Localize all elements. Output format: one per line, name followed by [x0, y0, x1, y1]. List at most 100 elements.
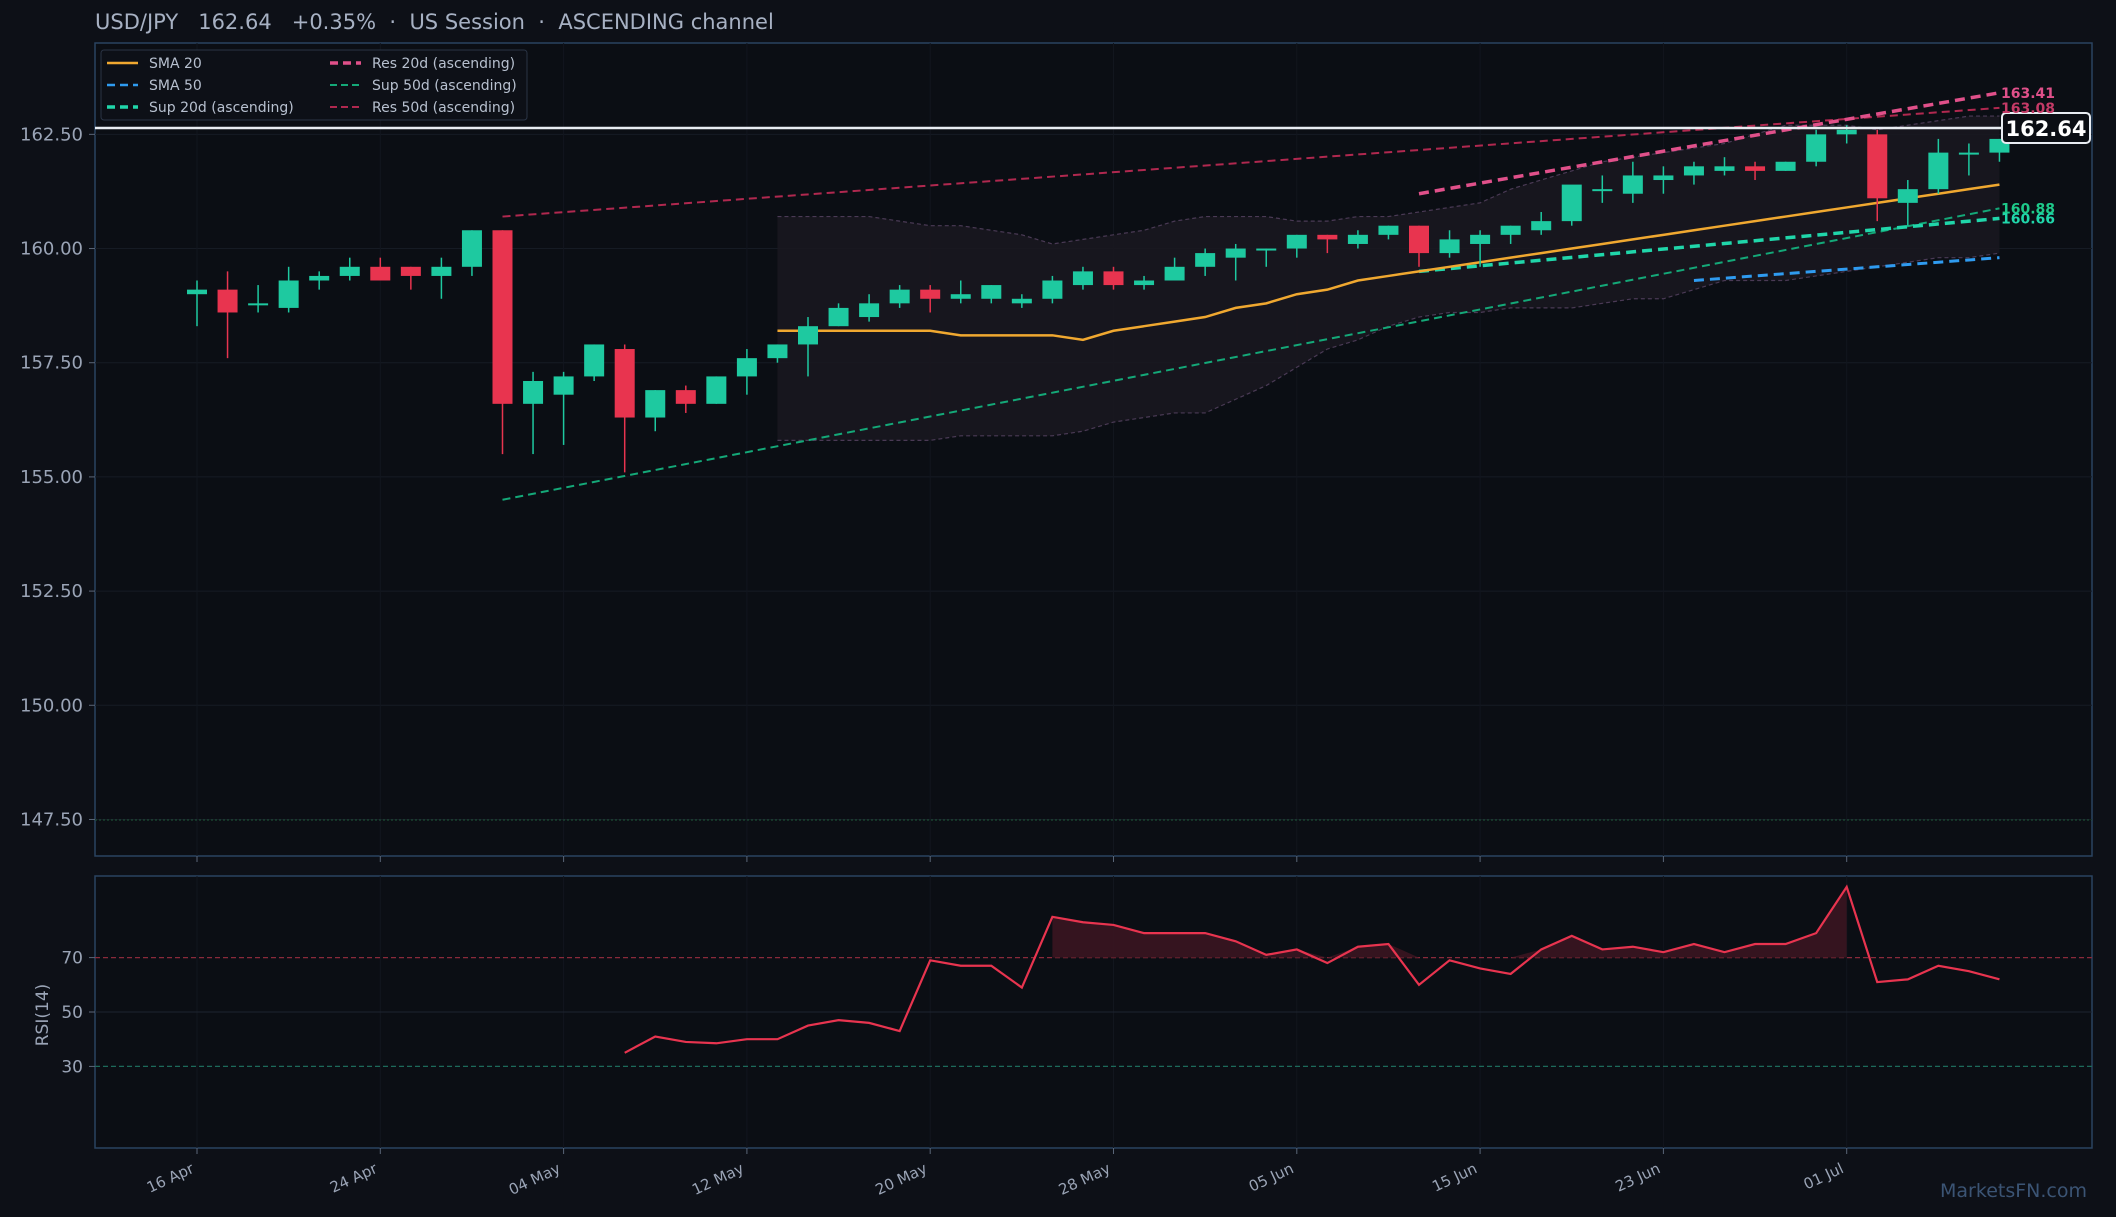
separator-2: ·	[538, 10, 545, 34]
watermark: MarketsFN.com	[1940, 1180, 2087, 1202]
candle-body	[614, 349, 635, 418]
candle-body	[1439, 239, 1460, 254]
y-tick-label: 160.00	[20, 239, 83, 260]
candle-body	[553, 376, 574, 395]
price-tag: 162.64	[2005, 117, 2086, 141]
x-tick-label: 23 Jun	[1613, 1159, 1663, 1195]
legend-entry: Res 50d (ascending)	[372, 100, 515, 116]
x-tick-label: 04 May	[506, 1159, 563, 1199]
bollinger-upper	[777, 115, 2000, 245]
legend-entry: Res 20d (ascending)	[372, 56, 515, 72]
res20-line	[1418, 91, 2000, 196]
candle-body	[217, 289, 238, 313]
candle-body	[400, 266, 421, 276]
bollinger-fill	[777, 116, 2000, 441]
legend-entry: SMA 20	[149, 56, 202, 72]
symbol-label: USD/JPY	[95, 10, 179, 34]
res50-line	[502, 106, 2000, 218]
sup50-end-label: 160.88	[2001, 201, 2055, 217]
candle-body	[309, 275, 330, 281]
candle-body	[1134, 280, 1155, 286]
legend: SMA 20 SMA 50 Sup 20d (ascending) Res 20d (…	[100, 49, 528, 121]
x-tick-label: 15 Jun	[1429, 1159, 1479, 1195]
candle-body	[1378, 225, 1399, 235]
price-label: 162.64	[198, 10, 272, 34]
rsi-panel: 16 Apr 24 Apr 04 May 12 May 20 May 28 May 05 J…	[61, 875, 2093, 1199]
candle-body	[767, 344, 788, 359]
sup20-end-label: 160.66	[2001, 211, 2055, 227]
candle-body	[248, 303, 269, 306]
res20-end-label: 163.41	[2001, 86, 2055, 102]
sup50-line	[502, 207, 2000, 501]
candle-body	[1928, 152, 1949, 190]
rsi-overbought-fill	[1052, 886, 1847, 958]
candle-body	[1836, 129, 1857, 135]
candle-body	[798, 326, 818, 345]
rsi-y-tick-label: 30	[61, 1057, 83, 1077]
candle-body	[675, 390, 696, 404]
rsi-y-tick-label: 50	[61, 1003, 83, 1023]
sma50-line	[1693, 256, 2000, 283]
candle-body	[370, 266, 391, 281]
candle-body	[1042, 280, 1063, 299]
candle-body	[1164, 266, 1185, 281]
candle-body	[828, 307, 849, 327]
candle-body	[920, 289, 941, 299]
candle-body	[706, 376, 727, 404]
x-tick-label: 24 Apr	[327, 1159, 381, 1197]
candle-body	[187, 289, 207, 295]
y-tick-label: 157.50	[20, 353, 83, 374]
legend-entry: Sup 50d (ascending)	[372, 78, 517, 94]
candle-body	[339, 266, 360, 276]
candle-body	[1195, 253, 1216, 267]
candle-body	[1347, 234, 1368, 244]
candle-body	[1500, 225, 1521, 235]
candle-body	[1714, 166, 1735, 171]
legend-entry: Sup 20d (ascending)	[149, 100, 294, 116]
x-tick-label: 05 Jun	[1246, 1159, 1296, 1195]
candle-body	[950, 294, 971, 299]
y-tick-label: 162.50	[20, 124, 83, 145]
x-tick-label: 01 Jul	[1801, 1159, 1847, 1193]
candle-body	[492, 230, 513, 404]
candle-body	[1470, 234, 1491, 244]
price-panel: 147.50 150.00 152.50 155.00 157.50 160.00 162.…	[20, 42, 2093, 862]
rsi-line	[624, 884, 2000, 1054]
candle-body	[859, 303, 880, 318]
rsi-y-tick-label: 70	[61, 949, 83, 969]
candle-body	[1561, 184, 1582, 222]
candle-body	[981, 285, 1002, 299]
candle-body	[889, 289, 910, 304]
x-tick-label: 12 May	[689, 1159, 746, 1199]
legend-box	[100, 49, 528, 121]
sup20-line	[1418, 216, 2000, 274]
sma20-line	[777, 183, 2000, 342]
legend-entry: SMA 50	[149, 78, 202, 94]
candle-body	[1286, 234, 1307, 249]
candle-body	[1225, 248, 1246, 258]
candle-body	[1011, 298, 1032, 304]
candle-body	[278, 280, 299, 308]
res50-end-label: 163.08	[2001, 101, 2055, 117]
channel-label: ASCENDING channel	[558, 10, 774, 34]
y-tick-label: 147.50	[20, 809, 83, 830]
candle-body	[1745, 166, 1766, 171]
candle-body	[461, 230, 482, 267]
separator-1: ·	[389, 10, 397, 34]
candle-body	[1317, 234, 1338, 240]
candle-body	[1653, 175, 1674, 181]
x-tick-label: 28 May	[1056, 1159, 1113, 1199]
candle-body	[1103, 271, 1124, 286]
session-label: US Session	[409, 10, 525, 34]
candle-body	[1806, 134, 1827, 162]
bollinger-lower	[777, 252, 2000, 441]
chart-header: USD/JPY 162.64 +0.35% · US Session · ASC…	[95, 10, 774, 34]
candle-body	[1683, 166, 1704, 176]
candle-body	[1072, 271, 1093, 286]
x-tick-label: 20 May	[873, 1159, 930, 1199]
candle-body	[584, 344, 605, 377]
rsi-axis-label: RSI(14)	[33, 984, 53, 1047]
candle-body	[1958, 152, 1979, 155]
candle-body	[1256, 248, 1277, 251]
